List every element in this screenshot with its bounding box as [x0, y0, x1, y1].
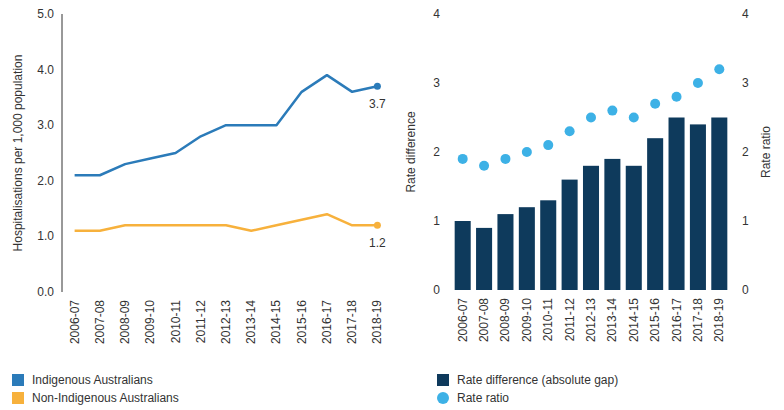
y-tick-label: 2 [742, 145, 749, 159]
bar [669, 118, 685, 291]
bar [583, 166, 599, 290]
x-tick-label: 2018-19 [712, 298, 726, 342]
dot [565, 126, 575, 136]
x-tick-label: 2007-08 [93, 300, 107, 344]
chart-canvas: 0.0 1.0 2.0 3.0 4.0 5.0 Hospitalisations per 1… [0, 0, 784, 410]
y2-axis-title: Rate ratio [759, 126, 773, 178]
x-tick-label: 2016-17 [670, 298, 684, 342]
x-tick-label: 2011-12 [563, 298, 577, 341]
x-tick-label: 2017-18 [345, 300, 359, 344]
dot [672, 92, 682, 102]
dot [607, 106, 617, 116]
y-tick-label: 2 [433, 145, 440, 159]
x-tick-label: 2015-16 [295, 300, 309, 344]
legend-label: Rate ratio [457, 391, 509, 405]
x-tick-label: 2012-13 [219, 300, 233, 344]
legend: Rate difference (absolute gap) Rate ratio [437, 373, 618, 405]
legend-swatch [437, 392, 449, 404]
legend-label: Rate difference (absolute gap) [457, 373, 618, 387]
bar [647, 138, 663, 290]
x-tick-label: 2016-17 [320, 300, 334, 344]
x-tick-label: 2010-11 [169, 300, 183, 343]
bar [476, 228, 492, 290]
y-tick-label: 3 [742, 76, 749, 90]
legend-label: Indigenous Australians [32, 373, 153, 387]
x-tick-label: 2013-14 [605, 298, 619, 342]
x-tick-label: 2013-14 [244, 300, 258, 344]
x-tick-label: 2011-12 [194, 300, 208, 343]
y-axis-line [62, 14, 63, 292]
x-tick-label: 2009-10 [143, 300, 157, 344]
dot [714, 64, 724, 74]
dot [522, 147, 532, 157]
x-tick-label: 2018-19 [370, 300, 384, 344]
y-tick-label: 1 [742, 214, 749, 228]
bar [604, 159, 620, 290]
y-tick-label: 0 [742, 283, 749, 297]
y-tick-label: 0 [433, 283, 440, 297]
dot [458, 154, 468, 164]
end-point [374, 83, 381, 90]
x-tick-label: 2014-15 [269, 300, 283, 344]
dot [479, 161, 489, 171]
y-tick-label: 1.0 [37, 229, 54, 243]
bar [711, 118, 727, 291]
x-tick-label: 2008-09 [498, 298, 512, 342]
y-tick-label: 0.0 [37, 285, 54, 299]
y-tick-label: 4 [742, 7, 749, 21]
x-tick-label: 2015-16 [648, 298, 662, 342]
legend: Indigenous Australians Non-Indigenous Aus… [12, 373, 179, 405]
y-tick-label: 2.0 [37, 174, 54, 188]
legend-swatch [437, 374, 449, 386]
x-tick-label: 2006-07 [68, 300, 82, 344]
line-series [75, 214, 378, 231]
legend-swatch [12, 374, 24, 386]
y-tick-label: 4 [433, 7, 440, 21]
marks [75, 75, 381, 231]
line-series [75, 75, 378, 175]
y-axis-title: Rate difference [404, 111, 418, 192]
dot [543, 140, 553, 150]
marks [455, 64, 728, 290]
panel-1: 0 1 2 3 4 0 1 2 3 4 Rate difference Rate ratio 2006-… [404, 7, 773, 405]
y-tick-label: 3 [433, 76, 440, 90]
labels: 3.7 1.2 [369, 97, 386, 250]
dot [586, 113, 596, 123]
bar [455, 221, 471, 290]
y-tick-label: 4.0 [37, 63, 54, 77]
x-tick-label: 2014-15 [627, 298, 641, 342]
dot [650, 99, 660, 109]
dot [500, 154, 510, 164]
dot [693, 78, 703, 88]
panel-0: 0.0 1.0 2.0 3.0 4.0 5.0 Hospitalisations per 1… [11, 7, 386, 405]
data-label: 3.7 [369, 97, 386, 111]
bar [562, 180, 578, 290]
x-tick-label: 2010-11 [541, 298, 555, 341]
bar [540, 200, 556, 290]
bar [626, 166, 642, 290]
y-tick-label: 5.0 [37, 7, 54, 21]
bar [497, 214, 513, 290]
bar [690, 124, 706, 290]
end-point [374, 222, 381, 229]
y-axis-title: Hospitalisations per 1,000 population [11, 55, 25, 252]
x-tick-label: 2017-18 [691, 298, 705, 342]
bar [519, 207, 535, 290]
x-tick-label: 2009-10 [520, 298, 534, 342]
x-tick-label: 2006-07 [456, 298, 470, 342]
legend-swatch [12, 392, 24, 404]
y-tick-label: 1 [433, 214, 440, 228]
x-tick-label: 2012-13 [584, 298, 598, 342]
dot [629, 113, 639, 123]
x-tick-label: 2007-08 [477, 298, 491, 342]
x-tick-label: 2008-09 [118, 300, 132, 344]
data-label: 1.2 [369, 236, 386, 250]
legend-label: Non-Indigenous Australians [32, 391, 179, 405]
y-tick-label: 3.0 [37, 118, 54, 132]
